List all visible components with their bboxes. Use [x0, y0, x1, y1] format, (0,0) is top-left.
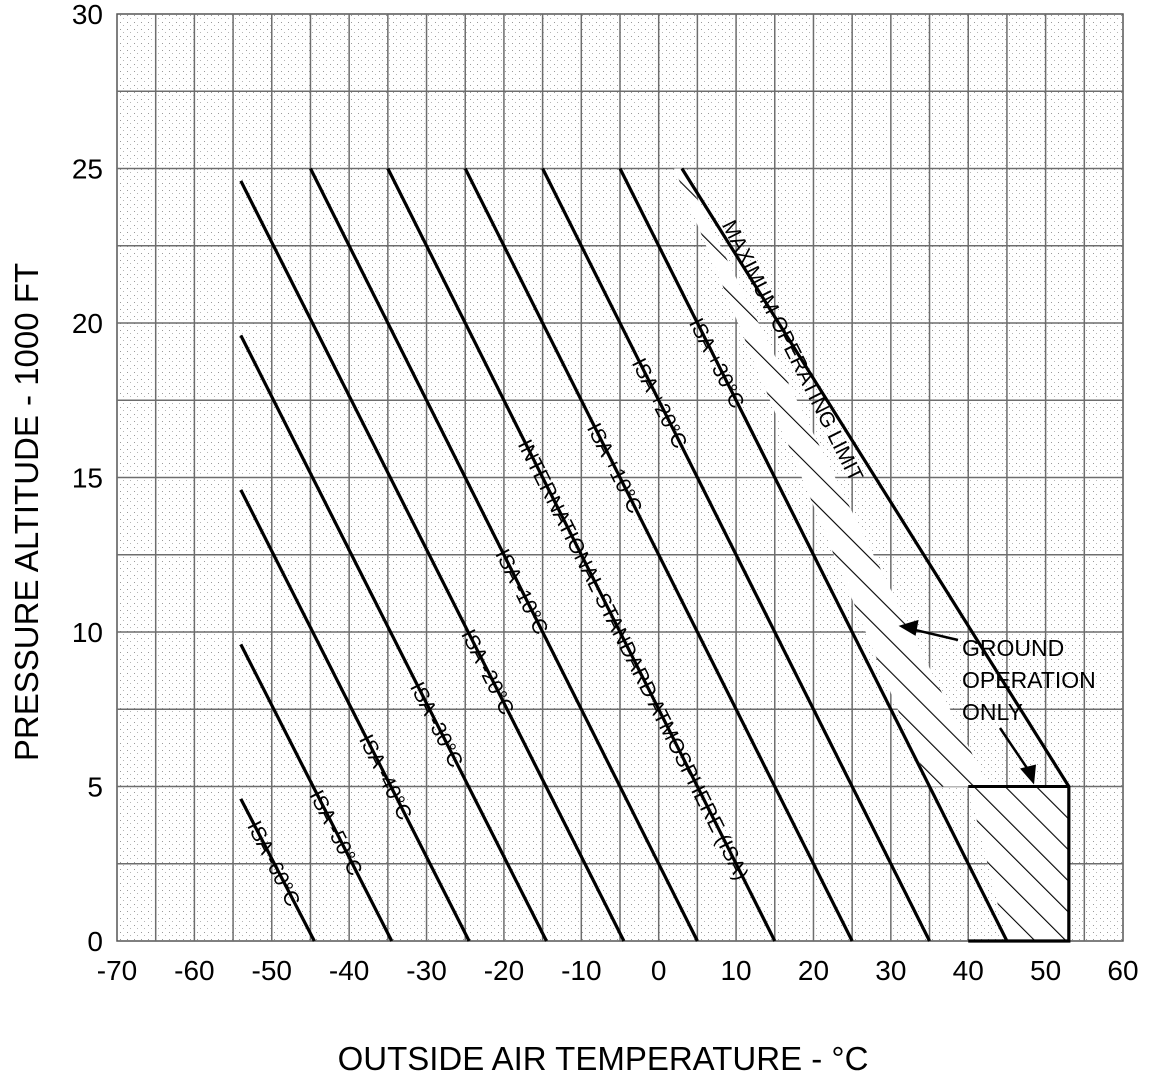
x-tick-label: -20 — [484, 955, 524, 986]
x-tick-label: 40 — [953, 955, 984, 986]
x-tick-label: 10 — [720, 955, 751, 986]
series-line — [463, 167, 854, 942]
series-line — [239, 180, 626, 942]
x-tick-label: -60 — [174, 955, 214, 986]
series-line — [541, 167, 931, 942]
series-line — [309, 167, 699, 942]
annotation-arrowhead — [1020, 764, 1037, 785]
series-line — [239, 334, 548, 942]
annotation-text: OPERATION — [962, 667, 1096, 693]
x-tick-label: 20 — [798, 955, 829, 986]
x-tick-label: -40 — [329, 955, 369, 986]
series-line — [239, 798, 316, 942]
y-tick-label: 30 — [72, 0, 103, 30]
y-tick-label: 10 — [72, 617, 103, 648]
series-line — [618, 167, 1009, 942]
y-tick-labels: 0 5 10 15 20 25 30 — [72, 0, 103, 957]
series-line — [680, 167, 1071, 943]
isa-lines — [239, 167, 1071, 943]
annotation-arrow — [998, 727, 1032, 774]
ground-operation-annotation: GROUND OPERATION ONLY — [898, 619, 1096, 785]
series-line — [386, 167, 777, 942]
x-tick-labels: -70 -60 -50 -40 -30 -20 -10 0 10 20 30 40 50 60 — [97, 955, 1139, 986]
x-tick-label: -70 — [97, 955, 137, 986]
series-line — [239, 643, 394, 942]
hatched-box — [968, 786, 1069, 941]
x-tick-label: -30 — [406, 955, 446, 986]
x-tick-label: 50 — [1030, 955, 1061, 986]
x-tick-label: 60 — [1107, 955, 1138, 986]
y-axis-title: PRESSURE ALTITUDE - 1000 FT — [8, 263, 45, 761]
x-axis-title: OUTSIDE AIR TEMPERATURE - °C — [338, 1040, 869, 1077]
y-tick-label: 20 — [72, 308, 103, 339]
series-line — [239, 489, 471, 942]
annotation-arrow — [914, 628, 959, 642]
annotation-text: GROUND — [962, 635, 1064, 661]
annotation-arrowhead — [898, 619, 919, 636]
x-tick-label: 0 — [651, 955, 667, 986]
x-tick-label: -10 — [561, 955, 601, 986]
x-tick-label: 30 — [875, 955, 906, 986]
y-tick-label: 15 — [72, 463, 103, 494]
y-tick-label: 25 — [72, 154, 103, 185]
y-tick-label: 5 — [87, 772, 103, 803]
y-tick-label: 0 — [87, 926, 103, 957]
annotation-text: ONLY — [962, 699, 1023, 725]
x-tick-label: -50 — [252, 955, 292, 986]
